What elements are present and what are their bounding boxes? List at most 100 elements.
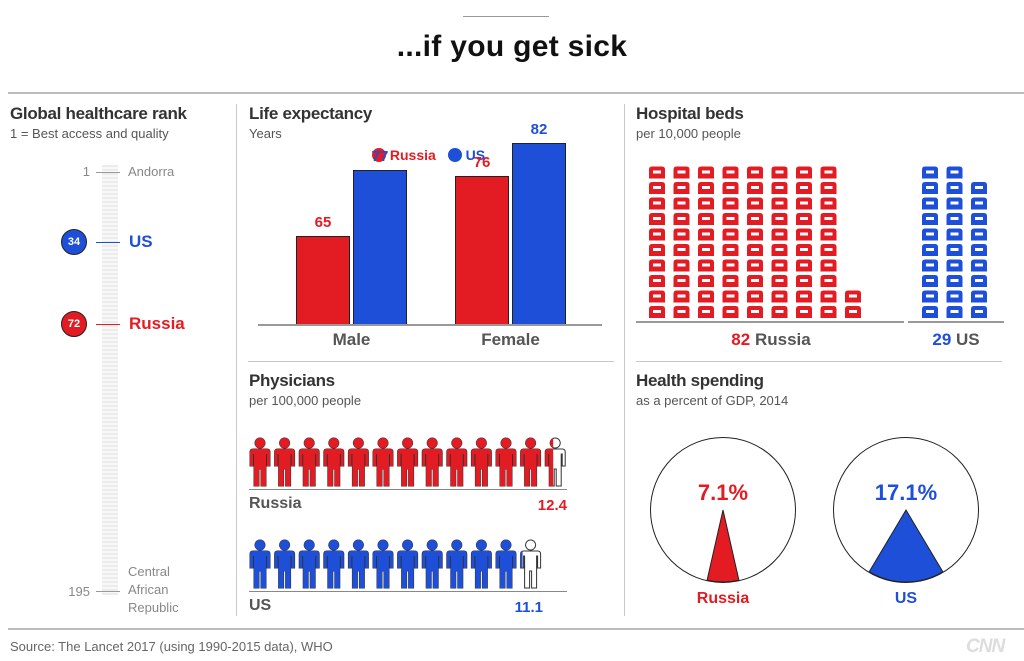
russia-bed-icon: [820, 290, 837, 303]
russia-bed-icon: [845, 306, 861, 318]
physicians-us-rule: [249, 591, 567, 592]
russia-bed-icon: [698, 244, 714, 256]
russia-physician-icon: [249, 437, 271, 487]
us-bed-icon: [922, 259, 938, 272]
beds-us-name: US: [956, 330, 980, 349]
us-physician-icon: [372, 539, 394, 589]
us-bed-icon: [922, 290, 938, 303]
us-bed-icon: [946, 197, 963, 210]
russia-bed-icon: [796, 182, 812, 194]
us-physician-icon: [495, 539, 517, 589]
russia-bed-icon: [673, 290, 690, 303]
russia-rank-badge: 72: [61, 311, 87, 337]
us-physician-icon: [347, 539, 369, 589]
physicians-title: Physicians: [249, 371, 335, 390]
physicians-us-icons: [249, 539, 542, 589]
physicians-us-value: 11.1: [514, 599, 543, 616]
us-bed-icon: [922, 275, 938, 287]
russia-physician-icon: [274, 437, 296, 487]
top-rule: [463, 16, 549, 17]
us-physician-icon: [298, 539, 320, 589]
russia-rank-tick: [96, 324, 120, 325]
russia-bed-icon: [698, 259, 714, 272]
russia-bed-icon: [747, 290, 763, 303]
russia-bed-icon: [796, 244, 812, 256]
russia-bed-icon: [649, 259, 665, 272]
us-bed-icon: [922, 228, 938, 241]
life-title: Life expectancy: [249, 104, 373, 123]
russia-bed-icon: [820, 244, 837, 256]
spending-title: Health spending: [636, 371, 764, 390]
russia-physician-icon: [520, 437, 542, 487]
us-bed-icon: [922, 213, 938, 225]
russia-bed-icon: [771, 306, 788, 318]
us-bed-icon: [971, 275, 987, 287]
us-spending-name: US: [894, 590, 918, 607]
russia-bed-icon: [649, 228, 665, 241]
us-physician-icon: [421, 539, 443, 589]
russia-bed-icon: [771, 259, 788, 272]
russia-bed-icon: [722, 259, 739, 272]
russia-legend-dot: [372, 148, 386, 162]
physicians-us-name: US: [249, 597, 272, 614]
rank-bottom-country-1: Central: [128, 564, 170, 579]
russia-legend-label: Russia: [389, 147, 436, 163]
russia-bed-icon: [747, 197, 763, 210]
russia-bed-icon: [747, 213, 763, 225]
source-note: Source: The Lancet 2017 (using 1990-2015…: [10, 639, 333, 654]
russia-bed-icon: [747, 228, 763, 241]
russia-bed-icon: [747, 259, 763, 272]
us-bed-icon: [946, 228, 963, 241]
russia-bed-icon: [722, 166, 739, 179]
russia-bed-icon: [796, 228, 812, 241]
russia-bed-icon: [820, 197, 837, 210]
us-physician-partial-icon: [520, 539, 542, 589]
russia-bed-icon: [747, 182, 763, 194]
russia-bed-icon: [649, 166, 665, 179]
us-rank-tick: [96, 242, 120, 243]
russia-bed-icon: [796, 306, 812, 318]
us-physician-icon: [470, 539, 492, 589]
russia-bed-icon: [796, 290, 812, 303]
russia-bed-icon: [673, 213, 690, 225]
life-legend: Russia US: [372, 147, 485, 163]
life-value-us-female: 82: [530, 120, 548, 138]
us-bed-icon: [946, 306, 963, 318]
us-rank-badge: 34: [61, 229, 87, 255]
russia-bed-icon: [673, 228, 690, 241]
divider-right: [624, 104, 625, 616]
russia-bed-icon: [698, 197, 714, 210]
russia-bed-icon: [673, 244, 690, 256]
spending-subtitle: as a percent of GDP, 2014: [636, 393, 789, 408]
russia-bed-icon: [649, 244, 665, 256]
russia-bed-icon: [771, 182, 788, 194]
title-rule: [8, 92, 1024, 94]
russia-physician-icon: [470, 437, 492, 487]
us-bed-icon: [946, 275, 963, 287]
russia-rank-label: Russia: [129, 314, 185, 333]
russia-bed-icon: [820, 228, 837, 241]
physicians-russia-name: Russia: [249, 495, 302, 512]
russia-bed-icon: [747, 275, 763, 287]
us-bed-icon: [922, 244, 938, 256]
russia-bed-icon: [673, 182, 690, 194]
us-bed-icon: [922, 166, 938, 179]
russia-bed-icon: [771, 290, 788, 303]
physicians-subtitle: per 100,000 people: [249, 393, 362, 408]
russia-bed-icon: [698, 166, 714, 179]
rank-top-number: 1: [82, 164, 90, 179]
russia-bed-icon: [771, 275, 788, 287]
us-bed-icon: [971, 259, 987, 272]
life-subtitle: Years: [249, 126, 282, 141]
life-bar-us-female: [512, 142, 566, 324]
russia-bed-icon: [722, 182, 739, 194]
russia-bed-icon: [820, 213, 837, 225]
life-axis: [258, 324, 602, 326]
russia-bed-icon: [771, 197, 788, 210]
russia-bed-icon: [796, 213, 812, 225]
rank-bottom-tick: [96, 591, 120, 592]
russia-physician-icon: [347, 437, 369, 487]
russia-bed-icon: [698, 290, 714, 303]
russia-bed-icon: [771, 213, 788, 225]
us-bed-icon: [922, 182, 938, 194]
